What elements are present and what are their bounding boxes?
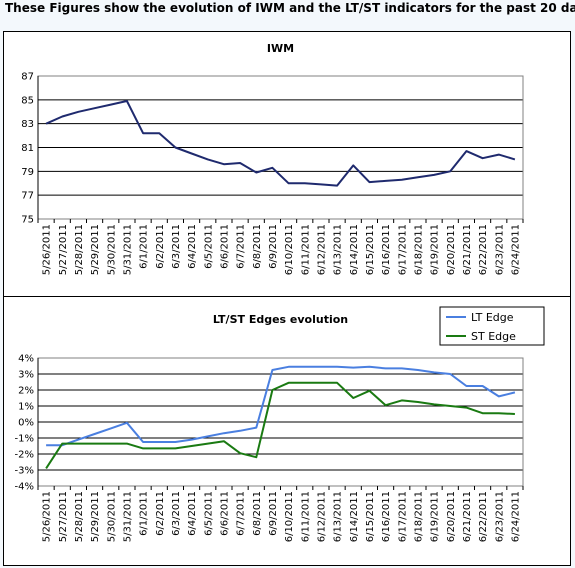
x-tick-label: 6/5/2011 — [203, 491, 214, 536]
x-tick-label: 6/1/2011 — [139, 224, 150, 269]
x-tick-label: 6/15/2011 — [365, 491, 376, 542]
edges-chart-panel: LT/ST Edges evolution 4% 3% 2% 1% 0% -1% -2% -3%… — [3, 296, 571, 566]
y-tick-label: -1% — [15, 434, 34, 445]
legend: LT Edge ST Edge — [439, 306, 545, 346]
y-tick-label: 81 — [21, 143, 34, 154]
y-tick-label: 4% — [18, 354, 34, 365]
x-tick-label: 6/6/2011 — [219, 224, 230, 269]
series-line-iwm — [45, 100, 516, 187]
legend-box — [439, 306, 545, 346]
x-tick-label: 5/29/2011 — [90, 491, 101, 542]
x-tick-label: 6/14/2011 — [349, 491, 360, 542]
iwm-chart-panel: IWM 87 85 83 81 79 77 75 5/26/2011 5/27/2011 5/28/… — [3, 31, 571, 298]
x-tick-label: 6/2/2011 — [155, 224, 166, 269]
x-tick-label: 6/20/2011 — [446, 224, 457, 275]
x-tick-label: 6/4/2011 — [187, 491, 198, 536]
y-tick-label: 3% — [18, 370, 34, 381]
y-tick-label: -3% — [15, 466, 34, 477]
x-tick-label: 6/3/2011 — [171, 491, 182, 536]
x-tick-label: 6/9/2011 — [268, 224, 279, 269]
y-tick-label: 2% — [18, 386, 34, 397]
x-tick-label: 6/9/2011 — [268, 491, 279, 536]
x-tick-label: 5/26/2011 — [42, 491, 53, 542]
x-tick-label: 5/30/2011 — [106, 491, 117, 542]
y-tick-label: 85 — [21, 95, 34, 106]
x-tick-label: 6/10/2011 — [284, 491, 295, 542]
x-tick-label: 6/11/2011 — [300, 224, 311, 275]
x-tick-label: 6/12/2011 — [316, 491, 327, 542]
x-tick-label: 5/31/2011 — [122, 491, 133, 542]
y-tick-label: 79 — [21, 167, 34, 178]
y-tick-label: 87 — [21, 72, 34, 83]
x-tick-label: 6/14/2011 — [349, 224, 360, 275]
series-line-st-edge — [45, 381, 515, 469]
x-tick-label: 6/10/2011 — [284, 224, 295, 275]
x-tick-label: 5/28/2011 — [74, 224, 85, 275]
x-tick-label: 6/11/2011 — [300, 491, 311, 542]
x-tick-label: 6/17/2011 — [397, 224, 408, 275]
x-tick-label: 5/27/2011 — [58, 491, 69, 542]
x-tick-label: 5/31/2011 — [122, 224, 133, 275]
chart-title: LT/ST Edges evolution — [213, 313, 348, 326]
y-tick-label: -2% — [15, 450, 34, 461]
y-tick-label: -4% — [15, 482, 34, 493]
x-tick-label: 6/23/2011 — [494, 224, 505, 275]
x-tick-label: 6/13/2011 — [333, 491, 344, 542]
iwm-chart: IWM 87 85 83 81 79 77 75 5/26/2011 5/27/2011 5/28/… — [21, 42, 524, 275]
x-tick-label: 5/26/2011 — [42, 224, 53, 275]
x-tick-label: 6/23/2011 — [494, 491, 505, 542]
x-tick-label: 6/7/2011 — [236, 491, 247, 536]
x-tick-label: 6/15/2011 — [365, 224, 376, 275]
x-tick-label: 6/1/2011 — [139, 491, 150, 536]
x-tick-label: 6/13/2011 — [333, 224, 344, 275]
y-tick-label: 75 — [21, 215, 34, 226]
x-tick-label: 6/17/2011 — [397, 491, 408, 542]
page-title: These Figures show the evolution of IWM … — [5, 1, 575, 15]
x-tick-label: 6/5/2011 — [203, 224, 214, 269]
x-tick-label: 6/8/2011 — [252, 491, 263, 536]
x-tick-label: 6/3/2011 — [171, 224, 182, 269]
x-tick-label: 6/6/2011 — [219, 491, 230, 536]
chart-title: IWM — [267, 42, 294, 55]
x-tick-label: 5/28/2011 — [74, 491, 85, 542]
legend-label: LT Edge — [471, 311, 514, 324]
y-tick-label: 83 — [21, 119, 34, 130]
x-tick-label: 5/30/2011 — [106, 224, 117, 275]
x-tick-label: 6/24/2011 — [510, 491, 521, 542]
x-tick-label: 6/12/2011 — [316, 224, 327, 275]
x-tick-label: 6/18/2011 — [413, 491, 424, 542]
x-tick-label: 6/19/2011 — [430, 224, 441, 275]
x-tick-label: 6/21/2011 — [462, 491, 473, 542]
x-tick-label: 6/19/2011 — [430, 491, 441, 542]
edges-chart: LT/ST Edges evolution 4% 3% 2% 1% 0% -1% -2% -3%… — [15, 306, 545, 542]
legend-label: ST Edge — [471, 330, 516, 343]
x-tick-label: 6/21/2011 — [462, 224, 473, 275]
y-tick-label: 77 — [21, 191, 34, 202]
x-tick-label: 6/16/2011 — [381, 491, 392, 542]
y-tick-label: 0% — [18, 418, 34, 429]
x-tick-label: 6/7/2011 — [236, 224, 247, 269]
x-tick-label: 6/24/2011 — [510, 224, 521, 275]
x-tick-label: 6/20/2011 — [446, 491, 457, 542]
x-tick-label: 6/4/2011 — [187, 224, 198, 269]
x-tick-label: 6/18/2011 — [413, 224, 424, 275]
series-line-lt-edge — [46, 365, 516, 447]
x-tick-label: 6/2/2011 — [155, 491, 166, 536]
x-tick-label: 6/8/2011 — [252, 224, 263, 269]
y-tick-label: 1% — [18, 402, 34, 413]
x-tick-label: 5/27/2011 — [58, 224, 69, 275]
x-tick-label: 6/22/2011 — [478, 491, 489, 542]
x-tick-label: 6/22/2011 — [478, 224, 489, 275]
x-tick-label: 6/16/2011 — [381, 224, 392, 275]
x-tick-label: 5/29/2011 — [90, 224, 101, 275]
